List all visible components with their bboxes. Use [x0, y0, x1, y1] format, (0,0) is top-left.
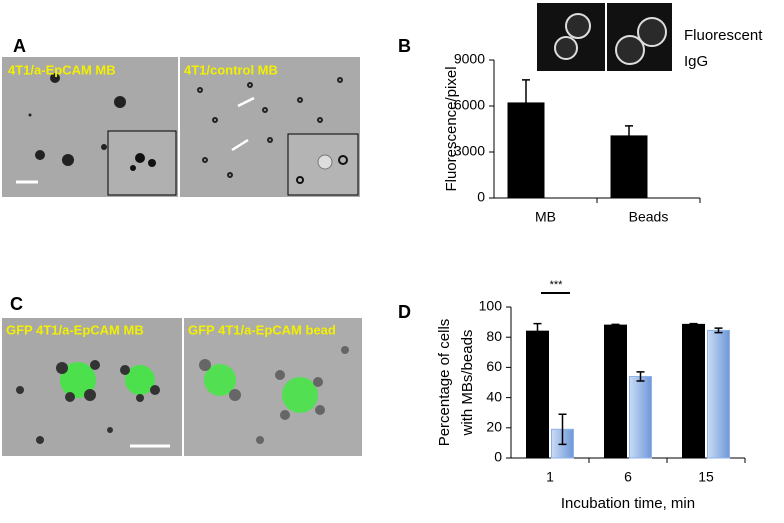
x-tick-label: MB [535, 209, 556, 225]
y-tick-label: 60 [486, 358, 502, 374]
annotation: *** [550, 279, 564, 291]
error-bar [558, 413, 567, 446]
error-bar [636, 371, 645, 382]
y-tick-label: 3000 [454, 143, 485, 159]
image-caption: GFP 4T1/a-EpCAM MB [6, 322, 144, 337]
error-bar [625, 125, 633, 136]
bar [507, 102, 545, 199]
bar [604, 324, 627, 459]
error-bar [533, 322, 542, 340]
image-caption: 4T1/control MB [184, 62, 278, 77]
bar [682, 323, 705, 459]
y-tick-label: 100 [479, 298, 503, 314]
y-tick-label: 9000 [454, 51, 485, 67]
image-caption: 4T1/a-EpCAM MB [8, 62, 116, 77]
panel-label: A [13, 36, 26, 56]
error-bar [714, 327, 723, 334]
fluorescence-image [537, 3, 672, 71]
annotation: Fluorescent [684, 27, 763, 44]
y-tick-label: 40 [486, 388, 502, 404]
bar [629, 375, 652, 459]
error-bar [611, 323, 620, 327]
y-tick-label: 80 [486, 328, 502, 344]
micrograph-a1 [2, 57, 178, 197]
x-tick-label: Beads [629, 209, 669, 225]
y-tick-label: 6000 [454, 97, 485, 113]
panel-label: C [10, 294, 23, 314]
micrograph-c1 [2, 318, 182, 456]
error-bar [522, 79, 530, 103]
y-tick-label: 0 [477, 189, 485, 205]
y-tick-label: 20 [486, 419, 502, 435]
micrograph-c2 [184, 318, 362, 456]
y-tick-label: 0 [494, 449, 502, 465]
bar [526, 330, 549, 459]
bar [610, 135, 648, 199]
x-tick-label: 15 [698, 469, 714, 485]
error-bar [689, 322, 698, 326]
x-tick-label: 6 [624, 469, 632, 485]
y-axis-label: with MBs/beads [459, 330, 476, 437]
y-axis-label: Fluorescence/pixel [443, 66, 460, 191]
annotation: IgG [684, 53, 708, 70]
image-caption: GFP 4T1/a-EpCAM bead [188, 322, 336, 337]
x-tick-label: 1 [546, 469, 554, 485]
bar [707, 329, 730, 459]
panel-label: B [398, 36, 411, 56]
y-axis-label: Percentage of cells [436, 319, 453, 447]
x-axis-label: Incubation time, min [561, 495, 695, 512]
panel-label: D [398, 302, 411, 322]
micrograph-a2 [180, 57, 360, 197]
